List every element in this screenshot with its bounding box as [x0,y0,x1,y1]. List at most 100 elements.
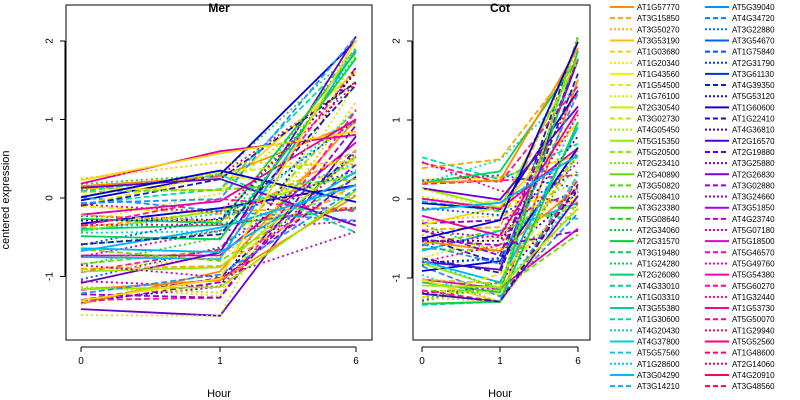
mer-series-line [80,169,357,246]
legend-label: AT1G57770 [637,3,680,12]
legend-label: AT5G53120 [732,92,775,101]
legend-label: AT3G55380 [637,304,680,313]
legend-label: AT3G50820 [637,181,680,190]
cot-series-line [421,228,579,294]
mer-series-line [80,118,357,216]
legend-label: AT5G52560 [732,338,775,347]
cot-series-line [421,154,579,211]
legend-label: AT3G14210 [637,382,680,391]
legend-label: AT5G46570 [732,248,775,257]
legend-label: AT4G23740 [732,215,775,224]
mer-y-tick-label: -1 [45,272,56,281]
cot-panel-title: Cot [490,1,510,15]
legend-label: AT2G14060 [732,360,775,369]
legend-label: AT3G15850 [637,14,680,23]
legend-label: AT1G76100 [637,92,680,101]
mer-series-line [80,39,357,302]
legend-label: AT2G31570 [637,237,680,246]
mer-series-line [80,156,357,271]
cot-series-line [421,111,579,213]
cot-panel: Cot 0 1 6 -1 0 1 2 Hour [392,1,591,400]
mer-series-line [80,49,357,185]
cot-series-line [421,212,579,298]
cot-y-tick-label: 1 [392,117,403,123]
cot-series-line [421,146,579,295]
legend-label: AT5G08640 [637,215,680,224]
legend-label: AT3G50270 [637,25,680,34]
legend-label: AT5G49760 [732,259,775,268]
cot-series-line [421,35,579,299]
legend-label: AT4G05450 [637,126,680,135]
mer-x-tick-label: 1 [217,356,223,367]
cot-x-tick-label: 0 [419,356,425,367]
mer-y-tick-label: 1 [45,116,56,122]
mer-series-line [80,176,357,262]
mer-x-tick-label: 0 [78,356,84,367]
mer-series-line [80,82,357,214]
legend-label: AT3G53190 [637,36,680,45]
mer-series-line [80,84,357,246]
mer-series-line [80,66,357,274]
mer-y-tick-label: 2 [45,38,56,44]
legend-label: AT3G19480 [637,248,680,257]
mer-series-line [80,188,357,295]
legend-label: AT3G25880 [732,159,775,168]
legend-label: AT4G33010 [637,282,680,291]
legend-label: AT2G16570 [732,137,775,146]
cot-series-line [421,183,579,303]
cot-series-line [421,207,579,289]
cot-axes: 0 1 6 -1 0 1 2 [392,38,582,367]
cot-series-line [421,200,579,220]
cot-series-line [421,114,579,263]
legend-label: AT3G22880 [732,25,775,34]
legend-label: AT4G34720 [732,14,775,23]
mer-y-tick-label: 0 [45,195,56,201]
mer-series-line [80,197,357,227]
mer-series-line [80,35,357,204]
cot-series-line [421,187,579,252]
legend-label: AT3G24660 [732,193,775,202]
cot-series-line [421,203,579,303]
cot-series-line [421,182,579,211]
cot-series-line [421,147,579,210]
legend-label: AT5G60270 [732,282,775,291]
legend-label: AT1G54500 [637,81,680,90]
cot-series-line [421,191,579,264]
mer-panel-title: Mer [208,1,230,15]
legend-label: AT2G40890 [637,170,680,179]
cot-series-line [421,108,579,303]
mer-series-line [80,161,357,180]
cot-x-tick-label: 1 [497,356,503,367]
legend-label: AT5G07180 [732,226,775,235]
legend-label: AT1G60600 [732,103,775,112]
cot-lines [421,35,579,306]
cot-series-line [421,41,579,240]
cot-series-line [421,199,579,211]
mer-series-line [80,162,357,233]
legend-label: AT5G20500 [637,148,680,157]
legend-label: AT5G57560 [637,349,680,358]
legend: AT1G57770 AT3G15850 AT3G50270 AT3G53190 AT1G… [610,3,775,391]
legend-label: AT2G34060 [637,226,680,235]
legend-label: AT3G23380 [637,204,680,213]
mer-series-line [80,178,357,193]
legend-label: AT3G51850 [732,204,775,213]
cot-y-tick-label: 2 [392,38,403,44]
legend-label: AT1G53730 [732,304,775,313]
mer-x-tick-label: 6 [353,356,359,367]
cot-series-line [421,84,579,185]
mer-series-line [80,80,357,223]
mer-series-line [80,35,357,284]
legend-label: AT1G03680 [637,48,680,57]
legend-label: AT5G50070 [732,315,775,324]
cot-series-line [421,214,579,255]
legend-label: AT5G54380 [732,271,775,280]
legend-label: AT1G03310 [637,293,680,302]
legend-label: AT5G08410 [637,193,680,202]
cot-series-line [421,121,579,305]
cot-series-line [421,170,579,217]
legend-label: AT4G39350 [732,81,775,90]
mer-series-line [80,130,357,182]
mer-series-line [80,156,357,281]
